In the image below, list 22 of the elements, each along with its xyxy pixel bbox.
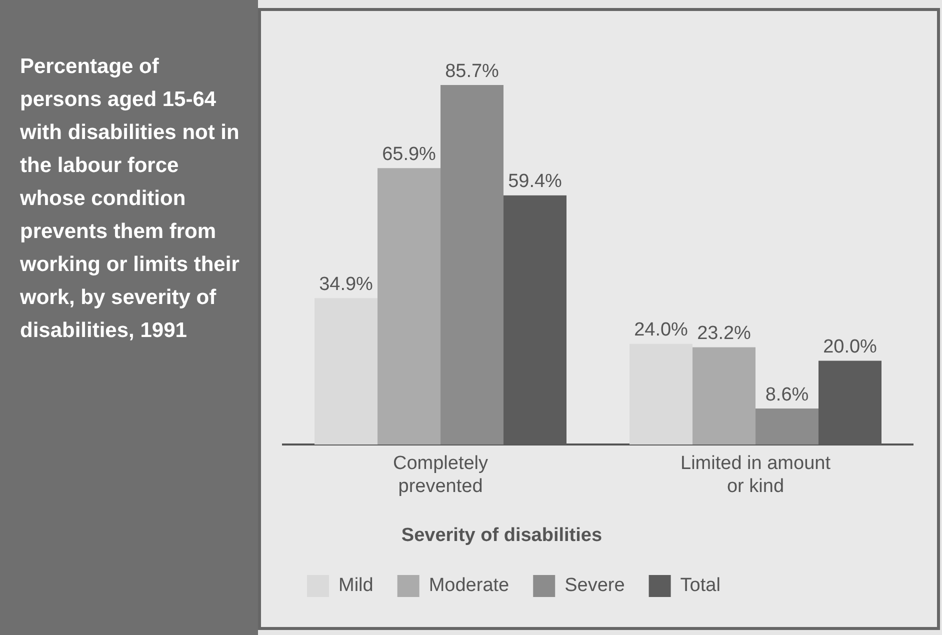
data-label: 65.9% <box>382 144 436 165</box>
bar <box>692 347 756 445</box>
legend-label: Total <box>680 575 720 596</box>
chart-title: Percentage of persons aged 15-64 with disabilities not in the labour force whose condition prevents them from working or limits their work, by severity of disabilities, 1991 <box>20 55 240 342</box>
data-label: 59.4% <box>508 171 562 192</box>
data-label: 85.7% <box>445 60 500 82</box>
data-label: 8.6% <box>765 384 809 406</box>
bar <box>378 168 440 445</box>
legend-title: Severity of disabilities <box>401 524 602 546</box>
legend-label: Mild <box>338 575 374 596</box>
legend-label: Severe <box>564 575 625 596</box>
x-tick-label: Completely prevented <box>392 453 489 498</box>
legend-label: Moderate <box>428 575 510 596</box>
bar <box>440 85 504 445</box>
bar <box>630 344 692 445</box>
data-label: 34.9% <box>319 274 374 295</box>
bar <box>314 298 378 445</box>
data-label: 20.0% <box>823 336 878 358</box>
bar <box>756 408 818 445</box>
x-tick-label: Limited in amount or kind <box>680 453 832 498</box>
data-label: 23.2% <box>697 322 752 344</box>
data-label: 24.0% <box>634 320 688 341</box>
